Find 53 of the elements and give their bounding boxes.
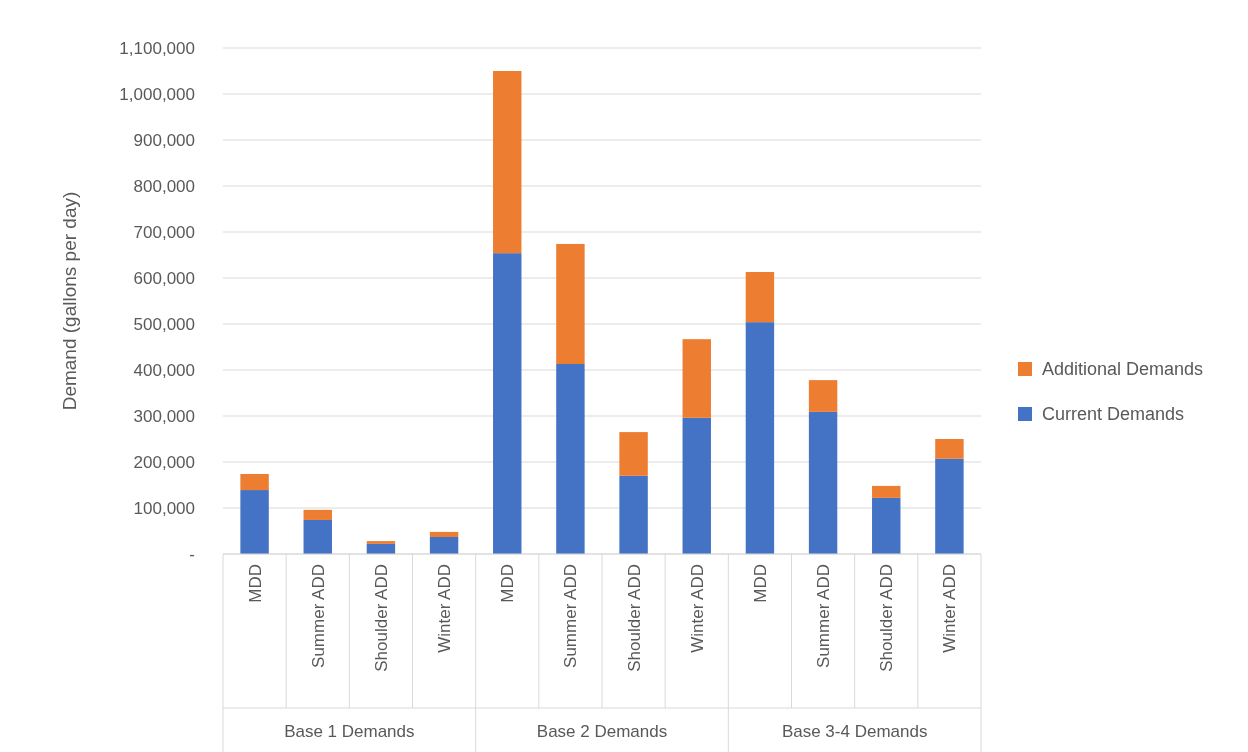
x-tick-label: Shoulder ADD	[877, 564, 897, 672]
y-tick-label: 400,000	[133, 360, 195, 380]
y-tick-label: 1,100,000	[119, 38, 195, 58]
bar	[556, 364, 585, 554]
bar	[872, 497, 901, 554]
bar	[493, 253, 522, 554]
text: Base 3-4 Demands	[781, 722, 928, 741]
bar	[556, 243, 585, 365]
bar	[303, 519, 332, 554]
x-tick-label: Winter ADD	[435, 564, 455, 653]
y-tick-label: 100,000	[133, 498, 195, 518]
bar	[429, 531, 459, 537]
x-tick-label: Winter ADD	[940, 564, 960, 653]
x-tick-label: Summer ADD	[308, 564, 328, 668]
x-tick-label: MDD	[498, 564, 518, 603]
y-tick-label: 200,000	[133, 452, 195, 472]
bar	[935, 458, 964, 554]
bar	[303, 509, 332, 520]
bar	[240, 473, 269, 491]
x-tick-label: Shoulder ADD	[624, 564, 644, 672]
text: Base 1 Demands	[284, 722, 415, 741]
bar	[429, 536, 459, 554]
x-tick-label: MDD	[245, 564, 265, 603]
text: Base 2 Demands	[536, 722, 668, 741]
bar	[682, 417, 711, 554]
bar	[493, 71, 522, 254]
bar	[808, 411, 838, 554]
bar	[619, 475, 648, 554]
bar	[808, 380, 838, 412]
bar	[682, 339, 711, 418]
y-tick-label: 800,000	[133, 176, 195, 196]
y-tick-label: 500,000	[133, 314, 195, 334]
bar	[366, 541, 396, 544]
x-tick-label: Shoulder ADD	[371, 564, 391, 672]
bar	[240, 490, 269, 554]
bar	[619, 432, 648, 476]
y-tick-label: 900,000	[133, 130, 195, 150]
x-tick-label: MDD	[750, 564, 770, 603]
y-tick-label: 300,000	[133, 406, 195, 426]
x-tick-label: Winter ADD	[687, 564, 707, 653]
y-tick-label: 600,000	[133, 268, 195, 288]
bar	[745, 322, 775, 554]
y-tick-label: 1,000,000	[119, 84, 195, 104]
x-tick-label: Summer ADD	[814, 564, 834, 668]
legend-label: Current Demands	[1042, 404, 1185, 425]
bar	[745, 272, 775, 323]
bar	[872, 485, 901, 498]
legend-label: Additional Demands	[1042, 359, 1204, 380]
bar	[935, 439, 964, 459]
y-tick-label: -	[189, 544, 195, 564]
y-axis-title: Demand (gallons per day)	[59, 191, 80, 411]
y-tick-label: 700,000	[133, 222, 195, 242]
x-tick-label: Summer ADD	[561, 564, 581, 668]
